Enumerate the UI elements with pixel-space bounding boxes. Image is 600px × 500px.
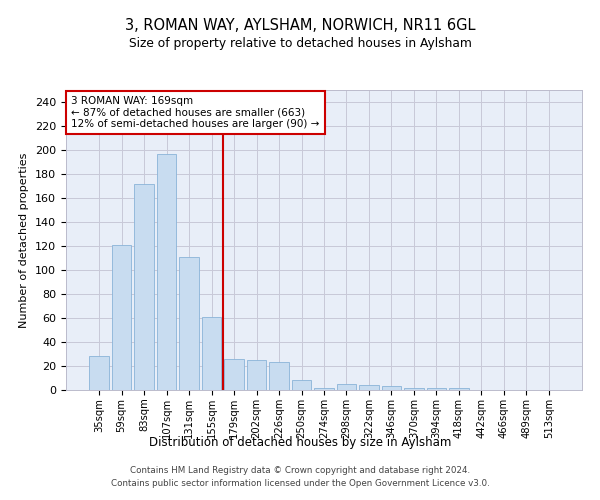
Bar [89, 356, 109, 390]
Bar [224, 359, 244, 390]
Bar [179, 257, 199, 390]
Bar [292, 380, 311, 390]
Text: Distribution of detached houses by size in Aylsham: Distribution of detached houses by size … [149, 436, 451, 449]
Bar [359, 385, 379, 390]
Text: 3, ROMAN WAY, AYLSHAM, NORWICH, NR11 6GL: 3, ROMAN WAY, AYLSHAM, NORWICH, NR11 6GL [125, 18, 475, 32]
Bar [382, 386, 401, 390]
Bar [404, 388, 424, 390]
Bar [449, 388, 469, 390]
Bar [427, 388, 446, 390]
Text: Contains HM Land Registry data © Crown copyright and database right 2024.
Contai: Contains HM Land Registry data © Crown c… [110, 466, 490, 487]
Bar [134, 184, 154, 390]
Text: 3 ROMAN WAY: 169sqm
← 87% of detached houses are smaller (663)
12% of semi-detac: 3 ROMAN WAY: 169sqm ← 87% of detached ho… [71, 96, 320, 129]
Bar [337, 384, 356, 390]
Bar [269, 362, 289, 390]
Bar [247, 360, 266, 390]
Bar [157, 154, 176, 390]
Bar [112, 245, 131, 390]
Text: Size of property relative to detached houses in Aylsham: Size of property relative to detached ho… [128, 38, 472, 51]
Bar [202, 317, 221, 390]
Bar [314, 388, 334, 390]
Y-axis label: Number of detached properties: Number of detached properties [19, 152, 29, 328]
